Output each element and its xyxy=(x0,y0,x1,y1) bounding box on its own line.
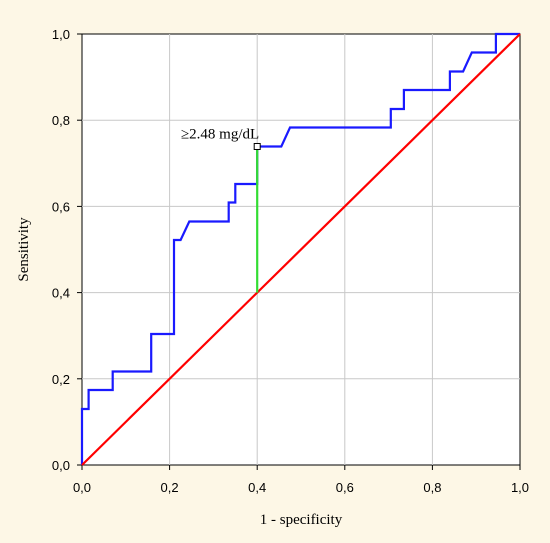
x-tick-label: 0,6 xyxy=(336,480,354,495)
x-tick-label: 0,0 xyxy=(73,480,91,495)
y-tick-label: 0,6 xyxy=(52,199,70,214)
x-tick-label: 0,8 xyxy=(423,480,441,495)
cutoff-label: ≥2.48 mg/dL xyxy=(181,126,259,142)
y-tick-label: 1,0 xyxy=(52,27,70,42)
x-tick-label: 0,2 xyxy=(161,480,179,495)
y-axis-label: Sensitivity xyxy=(16,217,32,282)
reference-diagonal-line xyxy=(81,33,521,466)
y-tick-label: 0,8 xyxy=(52,113,70,128)
y-tick-labels: 0,0 0,2 0,4 0,6 0,8 1,0 xyxy=(52,27,70,473)
roc-curve-line xyxy=(80,32,520,465)
annotation-layer: ≥2.48 mg/dL xyxy=(181,126,261,293)
cutoff-marker xyxy=(253,142,261,150)
y-tick-label: 0,4 xyxy=(52,286,70,301)
x-tick-label: 1,0 xyxy=(511,480,529,495)
x-axis-label: 1 - specificity xyxy=(260,512,343,528)
y-tick-label: 0,2 xyxy=(52,372,70,387)
series-layer xyxy=(80,32,521,466)
x-tick-label: 0,4 xyxy=(248,480,266,495)
y-tick-label: 0,0 xyxy=(52,458,70,473)
grid-lines xyxy=(82,34,520,465)
axis-ticks xyxy=(77,33,521,470)
x-tick-labels: 0,0 0,2 0,4 0,6 0,8 1,0 xyxy=(73,480,529,495)
